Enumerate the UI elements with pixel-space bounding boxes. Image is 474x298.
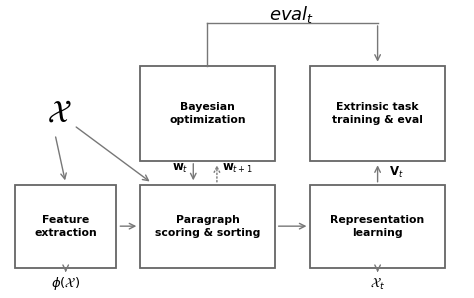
Text: Paragraph
scoring & sorting: Paragraph scoring & sorting: [155, 215, 260, 238]
Text: Feature
extraction: Feature extraction: [34, 215, 97, 238]
Text: $\phi(\mathcal{X})$: $\phi(\mathcal{X})$: [51, 275, 80, 292]
FancyBboxPatch shape: [140, 66, 275, 161]
FancyBboxPatch shape: [15, 185, 117, 268]
Text: $\mathcal{X}$: $\mathcal{X}$: [47, 99, 72, 128]
Text: Extrinsic task
training & eval: Extrinsic task training & eval: [332, 102, 423, 125]
Text: $eval_t$: $eval_t$: [269, 4, 314, 25]
Text: Bayesian
optimization: Bayesian optimization: [169, 102, 246, 125]
Text: $\mathbf{V}_t$: $\mathbf{V}_t$: [390, 165, 404, 180]
FancyBboxPatch shape: [140, 185, 275, 268]
Text: Representation
learning: Representation learning: [330, 215, 425, 238]
FancyBboxPatch shape: [310, 185, 445, 268]
Text: $\mathbf{w}_{t+1}$: $\mathbf{w}_{t+1}$: [222, 162, 253, 175]
Text: $\mathcal{X}_t$: $\mathcal{X}_t$: [370, 277, 385, 291]
Text: $\mathbf{w}_t$: $\mathbf{w}_t$: [172, 162, 189, 175]
FancyBboxPatch shape: [310, 66, 445, 161]
